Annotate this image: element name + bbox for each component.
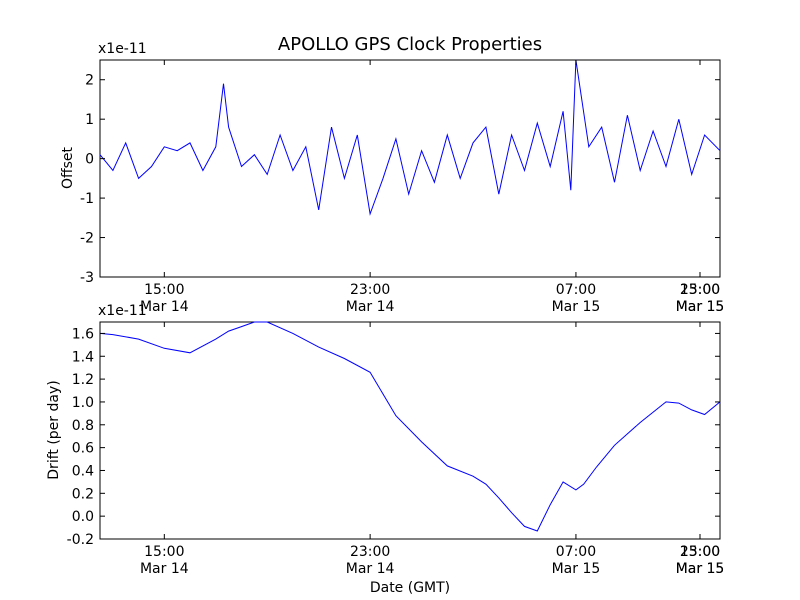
drift-xtick-time: 15:00 bbox=[144, 544, 184, 560]
drift-ytick-label: 0.0 bbox=[72, 509, 94, 525]
offset-xtick-date: Mar 15 bbox=[676, 299, 725, 315]
drift-xtick-time: 15:00 bbox=[680, 544, 720, 560]
offset-xtick-time: 15:00 bbox=[144, 282, 184, 298]
drift-ytick-label: 0.2 bbox=[72, 486, 94, 502]
drift-ytick-label: 1.2 bbox=[72, 372, 94, 388]
figure-title: APOLLO GPS Clock Properties bbox=[278, 34, 542, 55]
drift-xtick-time: 23:00 bbox=[350, 544, 390, 560]
offset-xtick-time: 07:00 bbox=[556, 282, 596, 298]
offset-multiplier: x1e-11 bbox=[98, 41, 147, 57]
drift-xtick-time: 23:00 bbox=[680, 544, 720, 560]
drift-ytick-label: 0.6 bbox=[72, 441, 94, 457]
offset-ytick-label: 0 bbox=[85, 152, 94, 168]
drift-panel: -0.20.00.20.40.60.81.01.21.41.615:00Mar … bbox=[46, 303, 724, 596]
offset-ytick-label: 1 bbox=[85, 112, 94, 128]
drift-xtick-date: Mar 14 bbox=[140, 561, 189, 577]
offset-ytick-label: -2 bbox=[80, 231, 94, 247]
drift-xtick-date: Mar 15 bbox=[552, 561, 601, 577]
offset-xtick-time: 23:00 bbox=[680, 282, 720, 298]
offset-xtick-time: 15:00 bbox=[680, 282, 720, 298]
drift-ytick-label: 0.8 bbox=[72, 418, 94, 434]
offset-series-line bbox=[99, 59, 721, 216]
drift-ytick-label: 0.4 bbox=[72, 463, 94, 479]
drift-ticks: -0.20.00.20.40.60.81.01.21.41.615:00Mar … bbox=[67, 322, 725, 577]
offset-ytick-label: -1 bbox=[80, 191, 94, 207]
drift-xtick-time: 07:00 bbox=[556, 544, 596, 560]
drift-ytick-label: 1.4 bbox=[72, 349, 94, 365]
offset-ytick-label: 2 bbox=[85, 73, 94, 89]
offset-ytick-label: -3 bbox=[80, 270, 94, 286]
drift-xtick-date: Mar 15 bbox=[676, 561, 725, 577]
drift-xtick-date: Mar 15 bbox=[676, 561, 725, 577]
x-axis-label: Date (GMT) bbox=[370, 580, 450, 596]
drift-y-axis-label: Drift (per day) bbox=[46, 380, 62, 479]
offset-xtick-date: Mar 14 bbox=[140, 299, 189, 315]
drift-xtick-date: Mar 14 bbox=[346, 561, 395, 577]
offset-xtick-date: Mar 15 bbox=[552, 299, 601, 315]
drift-series-line bbox=[99, 321, 721, 532]
drift-ytick-label: -0.2 bbox=[67, 532, 94, 548]
drift-ytick-label: 1.0 bbox=[72, 395, 94, 411]
offset-y-axis-label: Offset bbox=[60, 146, 76, 189]
drift-ytick-label: 1.6 bbox=[72, 326, 94, 342]
offset-line-layer bbox=[99, 59, 721, 216]
offset-xtick-date: Mar 14 bbox=[346, 299, 395, 315]
offset-plot-frame bbox=[99, 59, 721, 278]
drift-multiplier: x1e-11 bbox=[98, 303, 147, 319]
offset-xtick-date: Mar 15 bbox=[676, 299, 725, 315]
offset-xtick-time: 23:00 bbox=[350, 282, 390, 298]
drift-line-layer bbox=[99, 321, 721, 532]
